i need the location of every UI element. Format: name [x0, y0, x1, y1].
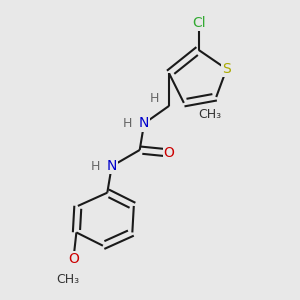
- Text: H: H: [123, 117, 133, 130]
- Text: N: N: [139, 116, 149, 130]
- Text: O: O: [68, 252, 79, 266]
- Text: CH₃: CH₃: [56, 273, 79, 286]
- Text: Cl: Cl: [192, 16, 206, 30]
- Text: H: H: [91, 160, 100, 173]
- Text: CH₃: CH₃: [199, 108, 222, 121]
- Text: H: H: [150, 92, 159, 105]
- Text: S: S: [222, 62, 231, 76]
- Text: N: N: [106, 159, 117, 173]
- Text: O: O: [164, 146, 175, 160]
